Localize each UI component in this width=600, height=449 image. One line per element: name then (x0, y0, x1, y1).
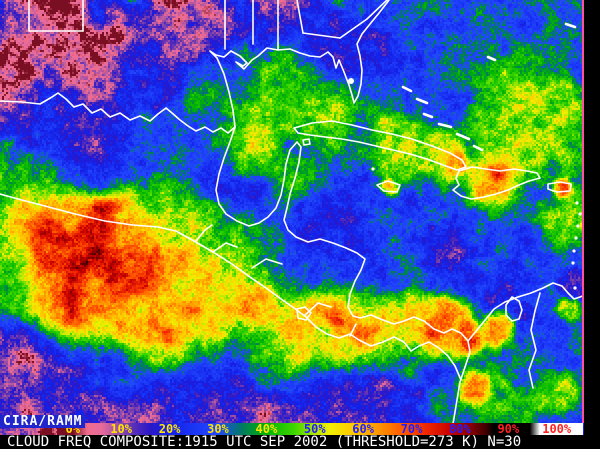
scale-tick-label: 30% (207, 422, 229, 436)
cloud-frequency-map-raster (0, 0, 600, 435)
scale-tick-label: 40% (255, 422, 278, 436)
caption-text: CLOUD FREQ COMPOSITE:1915 UTC SEP 2002 (… (0, 435, 600, 449)
scale-tick-label: 70% (400, 422, 423, 436)
cira-ramm-credit: CIRA/RAMM (0, 415, 86, 428)
scan-edge-line (582, 0, 584, 423)
scale-tick-label: 80% (449, 422, 471, 436)
scale-tick-label: 60% (352, 422, 374, 436)
scale-tick-label: 90% (497, 422, 520, 436)
scale-tick-label: 10% (110, 422, 133, 436)
data-edge-column (584, 0, 600, 435)
scale-tick-label: 20% (158, 422, 181, 436)
color-scale-bar (57, 423, 583, 435)
scale-tick-label: 50% (303, 422, 326, 436)
scale-tick-label: 100% (542, 422, 572, 436)
